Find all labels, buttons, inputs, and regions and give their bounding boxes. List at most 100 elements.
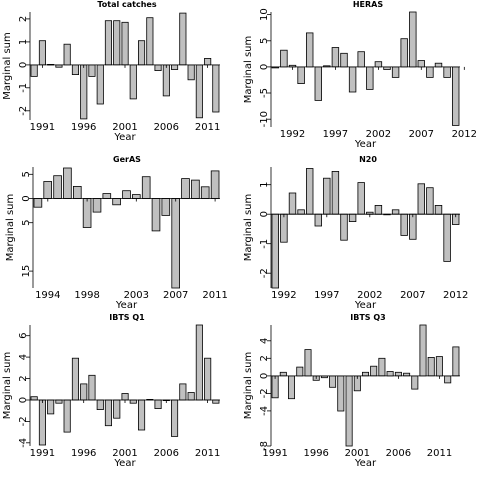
x-tick-label: 2007 [409,129,434,140]
bar [33,198,43,208]
bar [444,375,452,384]
x-tick-label: 1996 [71,448,96,459]
x-tick-label: 1991 [262,448,287,459]
bar [348,66,357,93]
bar [210,170,220,199]
chart-panel-2: 10 5 0 -5 -10 1992 1997 2002 2007 2012 HERAS Year Ma… [243,0,477,150]
bar [297,209,305,215]
bar [71,64,80,76]
x-axis-label: Year [354,458,377,469]
bar [297,66,305,85]
y-tick-label: -1 [18,83,29,93]
bar [426,187,434,215]
x-tick-label: 2001 [345,448,370,459]
y-tick-label: -1 [259,239,270,249]
x-tick-label: 2002 [366,129,391,140]
bar [88,64,96,77]
bar [154,64,162,72]
bar [419,324,427,377]
bar [409,11,417,68]
y-axis-label: Marginal sum [243,36,254,104]
chart-title: N20 [359,155,377,164]
y-tick-label: 0 [18,397,29,403]
bar [374,204,383,215]
y-tick-label: 10 [259,8,270,21]
bar [204,58,212,66]
bar [451,66,460,126]
x-axis-label: Year [115,300,138,311]
bar [195,324,203,401]
bar [345,375,353,447]
bar [63,399,71,433]
bar [417,183,425,215]
bar [443,213,451,262]
bar [71,357,80,401]
bar [452,346,460,377]
y-axis-label: Marginal sum [2,32,13,100]
bar [187,392,195,401]
x-tick-label: 2006 [154,122,179,133]
y-tick-label: 5 [259,38,270,44]
bar [151,198,161,232]
y-axis-label: Marginal sum [5,194,16,262]
x-tick-label: 1997 [323,129,348,140]
bar [104,399,113,427]
bar [104,20,113,66]
bar [337,375,345,412]
bar [271,375,279,399]
bar [394,371,402,377]
bar [113,399,121,419]
bar [314,213,322,227]
y-tick-label: 0 [21,195,32,201]
x-tick-label: 1991 [30,122,55,133]
bar [361,371,369,377]
bar [304,349,312,377]
bar [409,213,417,240]
x-tick-label: 2007 [163,290,188,301]
bar [171,198,181,289]
y-tick-label: -5 [259,88,270,98]
bar [181,178,190,199]
bar [212,64,220,113]
bar [170,64,179,70]
chart-title: IBTS Q3 [350,313,385,322]
bar [63,167,72,199]
chart-title: HERAS [353,0,384,9]
bar [137,40,146,66]
bar [279,371,287,377]
bar [400,38,408,68]
bar [195,64,203,119]
bar [323,177,331,215]
x-axis-label: Year [354,300,377,311]
x-tick-label: 2006 [154,448,179,459]
chart-title: IBTS Q1 [109,313,145,322]
bar [80,383,88,401]
bar [386,371,394,377]
bar [374,61,383,68]
bar [187,64,195,81]
bar [435,356,443,377]
bar [280,213,288,243]
bar [434,204,443,215]
bar [288,192,297,215]
bar [141,176,151,199]
x-tick-label: 1994 [35,290,60,301]
bar [53,175,62,199]
y-tick-label: 0 [259,64,270,70]
bar [427,356,435,377]
bar [296,366,304,377]
bar [340,213,348,241]
y-tick-label: -10 [259,111,270,127]
y-tick-label: -2 [18,106,29,116]
y-tick-label: -2 [18,416,29,426]
bar [331,47,340,68]
y-tick-label: -2 [259,268,270,278]
bar [340,52,348,68]
x-tick-label: 2011 [195,448,220,459]
bar [102,193,112,199]
x-tick-label: 2006 [386,448,411,459]
x-tick-label: 2011 [195,122,220,133]
